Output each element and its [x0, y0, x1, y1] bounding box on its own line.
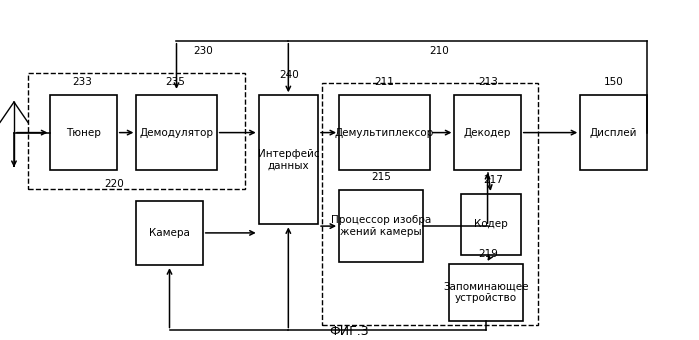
- Bar: [339, 95, 430, 170]
- Text: 211: 211: [375, 77, 394, 87]
- Text: 215: 215: [371, 172, 391, 182]
- Text: 233: 233: [73, 77, 92, 87]
- Text: 240: 240: [279, 70, 298, 80]
- Bar: [322, 83, 538, 325]
- Text: Запоминающее
устройство: Запоминающее устройство: [443, 282, 529, 303]
- Text: 230: 230: [193, 46, 212, 56]
- Text: 220: 220: [104, 179, 124, 189]
- Text: Декодер: Декодер: [464, 128, 511, 138]
- Bar: [136, 201, 203, 265]
- Bar: [454, 95, 521, 170]
- Bar: [580, 95, 647, 170]
- Bar: [449, 264, 523, 321]
- Bar: [136, 95, 217, 170]
- Text: ФИГ.3: ФИГ.3: [330, 325, 369, 338]
- Text: 150: 150: [604, 77, 624, 87]
- Text: Демодулятор: Демодулятор: [140, 128, 213, 138]
- Text: Интерфейс
данных: Интерфейс данных: [257, 149, 319, 171]
- Text: Камера: Камера: [149, 228, 190, 238]
- Bar: [339, 190, 423, 262]
- Text: Демультиплексор: Демультиплексор: [335, 128, 434, 138]
- Text: Дисплей: Дисплей: [590, 128, 637, 138]
- Text: 210: 210: [429, 46, 449, 56]
- Bar: [259, 95, 318, 224]
- Text: 235: 235: [165, 77, 185, 87]
- Text: Процессор изобра
жений камеры: Процессор изобра жений камеры: [331, 215, 431, 237]
- Text: 217: 217: [483, 175, 503, 185]
- Bar: [50, 95, 117, 170]
- Text: Тюнер: Тюнер: [66, 128, 101, 138]
- Bar: [28, 73, 245, 189]
- Text: Кодер: Кодер: [474, 219, 508, 230]
- Text: 219: 219: [478, 249, 498, 259]
- Bar: [461, 194, 521, 255]
- Text: 213: 213: [478, 77, 498, 87]
